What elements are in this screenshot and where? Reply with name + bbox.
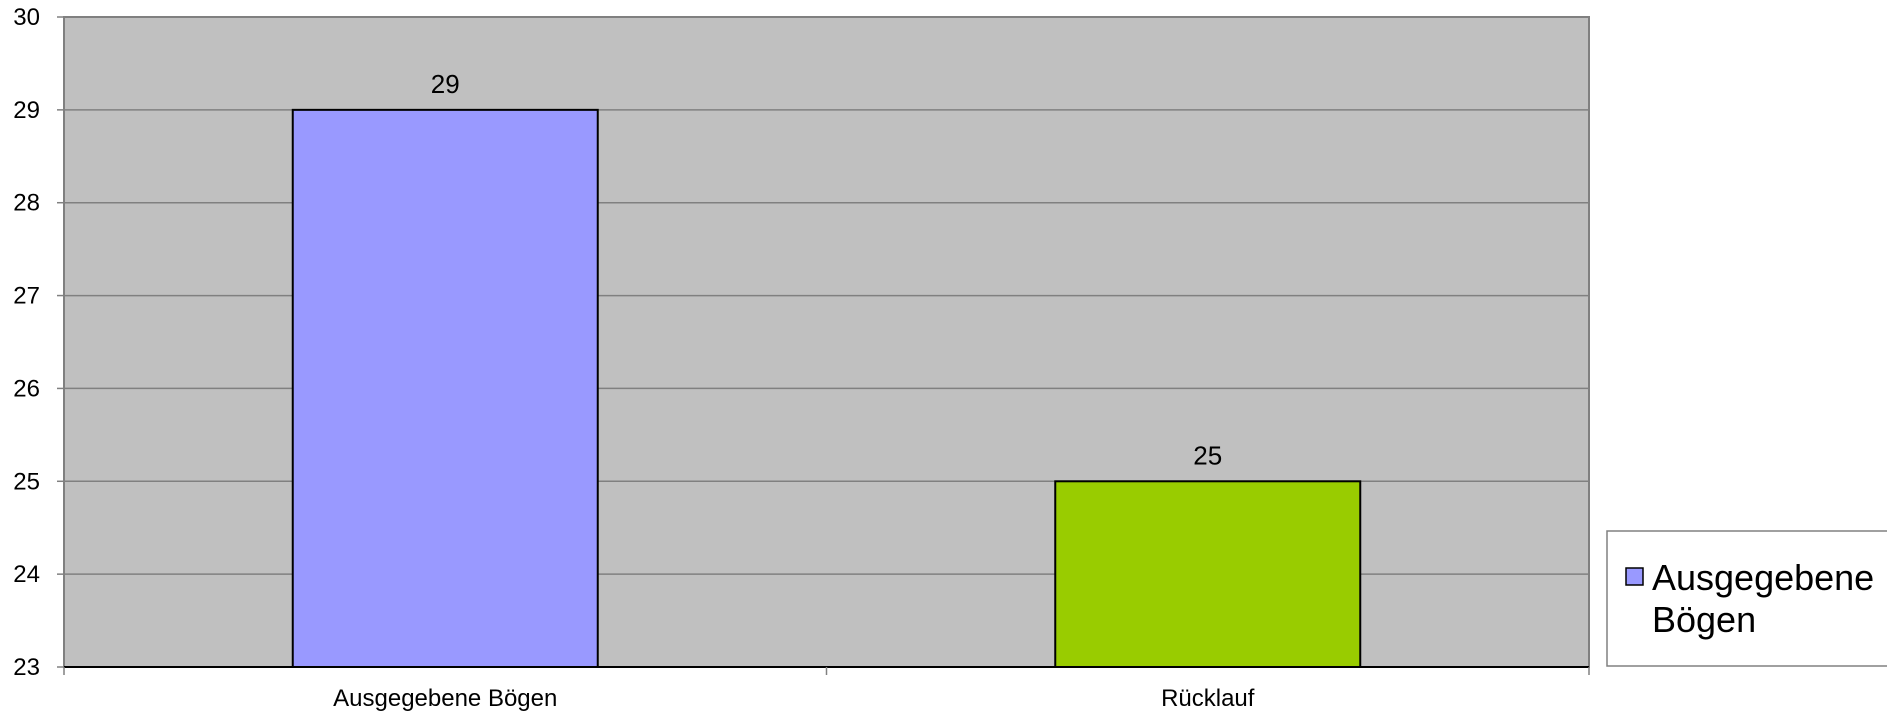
y-tick-label: 25 [13,468,40,495]
legend-box [1606,530,1887,667]
bar-1 [291,108,599,669]
data-label-2: 25 [1193,440,1222,470]
legend-entry-line-2: Bögen [1652,599,1756,640]
y-tick-label: 28 [13,190,40,217]
y-tick-label: 29 [13,97,40,124]
legend: Ausgegebene Bögen [1606,530,1887,667]
y-tick-label: 27 [13,283,40,310]
bar-2 [1054,480,1362,668]
y-tick-label: 23 [13,654,40,681]
legend-entry-line-1: Ausgegebene [1652,557,1874,598]
x-tick-label-1: Ausgegebene Bögen [333,685,557,712]
y-tick-label: 24 [13,561,40,588]
data-label-1: 29 [431,69,460,99]
x-tick-label-2: Rücklauf [1161,685,1255,712]
y-tick-label: 30 [13,4,40,31]
y-tick-label: 26 [13,375,40,402]
legend-swatch [1625,567,1644,586]
